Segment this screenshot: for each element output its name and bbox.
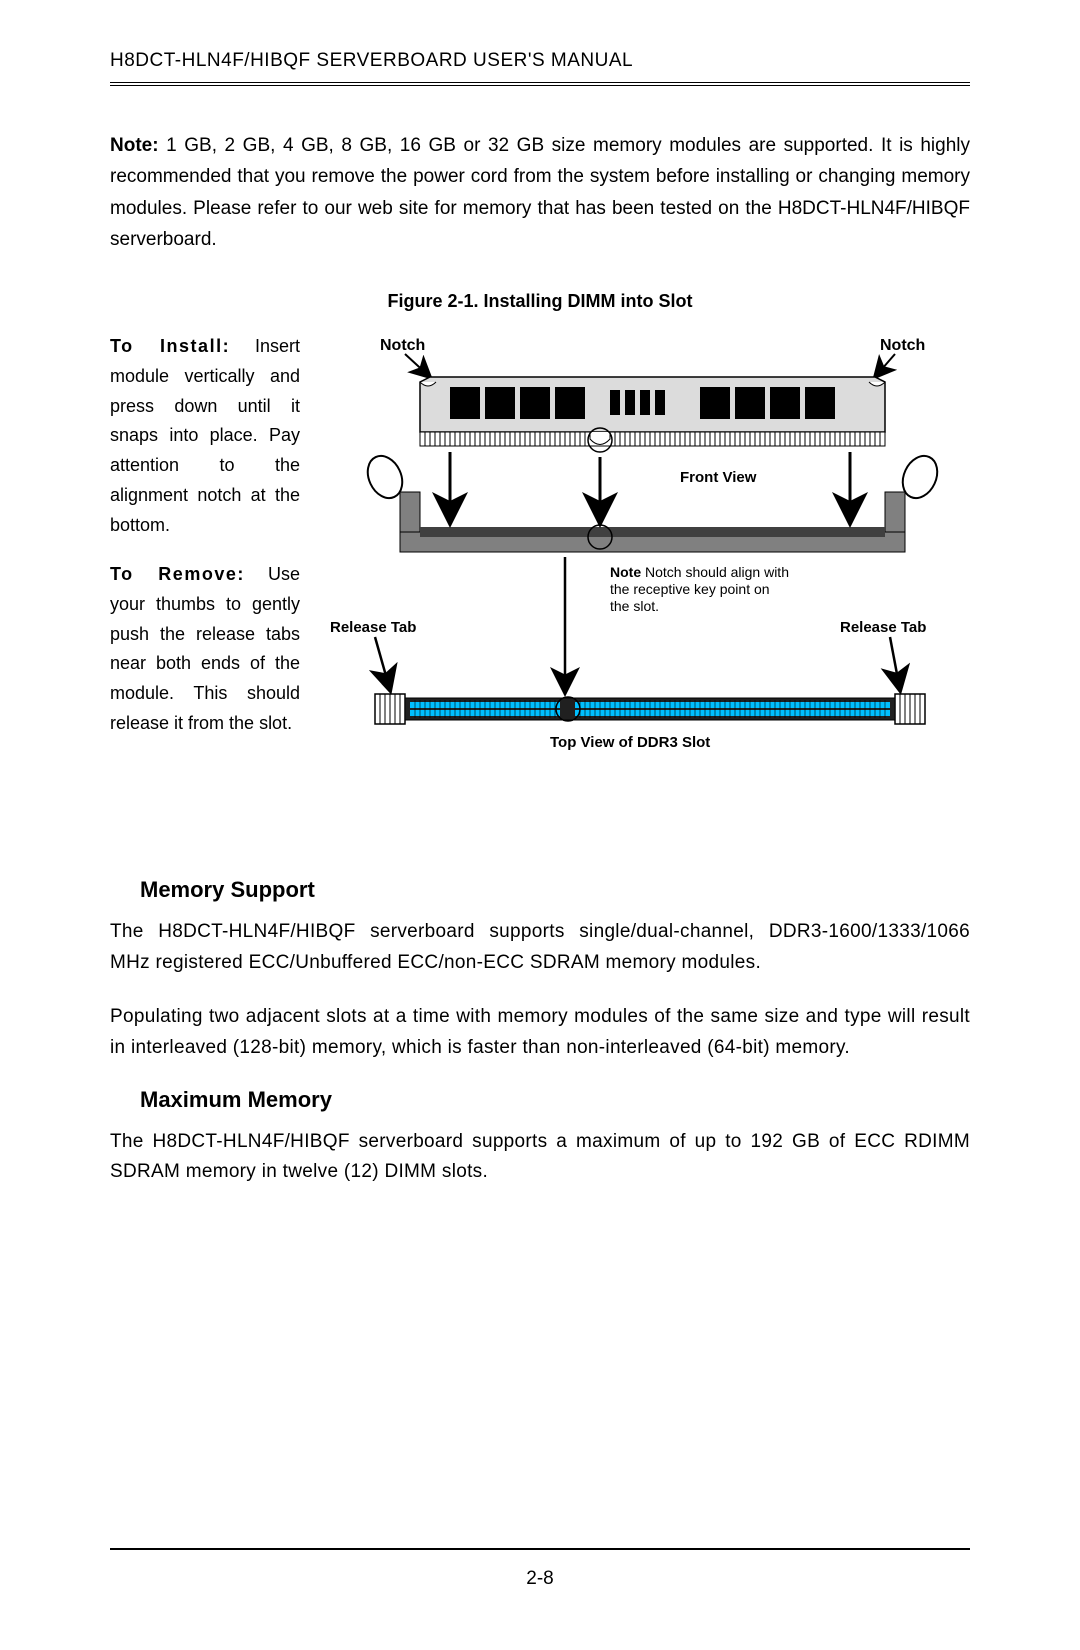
header-rule: [110, 82, 970, 86]
arrow-notch-left: [405, 354, 430, 377]
label-note-l1: Note Notch should align with: [610, 564, 789, 580]
dimm-diagram: Notch Notch: [320, 332, 970, 817]
heading-max-memory: Maximum Memory: [110, 1087, 970, 1113]
arrow-release-right: [890, 637, 900, 690]
footer-rule: [110, 1548, 970, 1550]
label-notch-right: Notch: [880, 337, 925, 354]
memory-support-p2: Populating two adjacent slots at a time …: [110, 1002, 970, 1063]
arrow-release-left: [375, 637, 390, 690]
label-note-l3: the slot.: [610, 598, 659, 614]
dimm-front-view: [420, 377, 885, 452]
install-paragraph: To Install: Insert module vertically and…: [110, 332, 300, 540]
arrow-notch-right: [875, 354, 895, 377]
install-section: To Install: Insert module vertically and…: [110, 332, 970, 817]
label-release-left: Release Tab: [330, 619, 416, 636]
remove-body: Use your thumbs to gently push the relea…: [110, 564, 300, 732]
label-note-l2: the receptive key point on: [610, 581, 770, 597]
label-release-right: Release Tab: [840, 619, 926, 636]
label-notch-left: Notch: [380, 337, 425, 354]
install-instructions: To Install: Insert module vertically and…: [110, 332, 300, 817]
label-front-view: Front View: [680, 469, 757, 486]
diagram-svg: Notch Notch: [320, 332, 960, 812]
slot-top-view: [375, 694, 925, 724]
note-paragraph: Note: 1 GB, 2 GB, 4 GB, 8 GB, 16 GB or 3…: [110, 130, 970, 255]
figure-caption: Figure 2-1. Installing DIMM into Slot: [110, 291, 970, 312]
label-top-view: Top View of DDR3 Slot: [550, 734, 710, 751]
install-body: Insert module vertically and press down …: [110, 336, 300, 534]
remove-label: To Remove:: [110, 564, 245, 584]
page-number: 2-8: [0, 1568, 1080, 1590]
remove-paragraph: To Remove: Use your thumbs to gently pus…: [110, 560, 300, 738]
heading-memory-support: Memory Support: [110, 877, 970, 903]
install-label: To Install:: [110, 336, 230, 356]
page-header: H8DCT-HLN4F/HIBQF SERVERBOARD USER'S MAN…: [110, 50, 970, 82]
max-memory-p1: The H8DCT-HLN4F/HIBQF serverboard suppor…: [110, 1127, 970, 1188]
memory-support-p1: The H8DCT-HLN4F/HIBQF serverboard suppor…: [110, 917, 970, 978]
note-text: 1 GB, 2 GB, 4 GB, 8 GB, 16 GB or 32 GB s…: [110, 135, 970, 250]
note-label: Note:: [110, 135, 159, 156]
